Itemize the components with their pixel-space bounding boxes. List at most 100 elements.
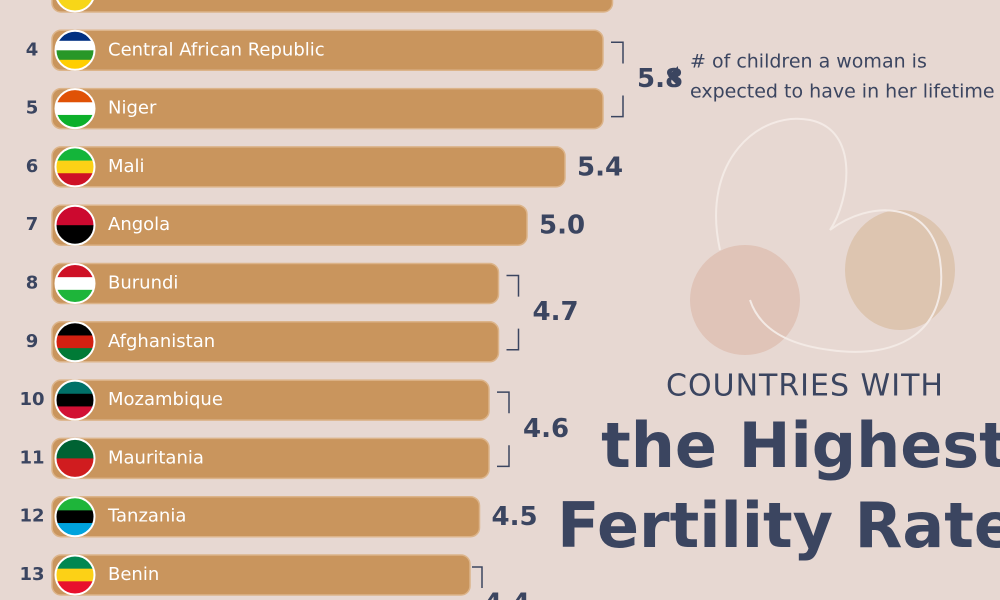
- flag: [56, 322, 94, 361]
- bar: [51, 0, 614, 13]
- flag-stripe: [56, 568, 94, 582]
- flag-stripe: [56, 89, 94, 103]
- flag-stripe: [56, 406, 94, 420]
- title-line: the Highest: [601, 409, 1000, 482]
- flag-stripe: [56, 264, 94, 278]
- rank: 4: [26, 39, 39, 60]
- category-label: Benin: [108, 564, 159, 585]
- flag-ring: [56, 0, 94, 13]
- flag: [56, 0, 94, 11]
- flag-stripe: [56, 173, 94, 186]
- illustration: [690, 117, 955, 355]
- flag: [56, 147, 94, 186]
- flag: [56, 206, 94, 245]
- flag: [56, 89, 94, 128]
- bracket: [472, 566, 483, 588]
- bracket: [497, 391, 510, 468]
- flag-stripe: [56, 581, 94, 594]
- flag-stripe: [56, 277, 94, 291]
- bar: [51, 379, 490, 421]
- bar: [51, 262, 500, 305]
- flag-stripe: [56, 160, 94, 174]
- flag-ring: [54, 321, 96, 363]
- flag-stripe: [56, 322, 94, 336]
- rank: 11: [19, 447, 44, 468]
- rank: 7: [26, 214, 39, 235]
- flag: [56, 381, 94, 420]
- flag-stripe: [56, 381, 94, 395]
- annotation-line: expected to have in her lifetime: [690, 81, 995, 103]
- bar: [51, 204, 528, 246]
- category-label: Burundi: [108, 273, 178, 294]
- category-label: Afghanistan: [108, 331, 215, 352]
- flag: [56, 31, 94, 70]
- flag-ring: [54, 204, 96, 246]
- category-label: Angola: [108, 214, 170, 235]
- flag-stripe: [56, 225, 94, 245]
- title-line: Fertility Rates: [557, 489, 1000, 562]
- rank: 8: [26, 273, 39, 294]
- flag-stripe: [56, 59, 94, 70]
- flag-ring: [54, 554, 96, 596]
- flag: [56, 556, 94, 594]
- outline: [715, 117, 943, 353]
- rank: 5: [26, 98, 39, 119]
- bar: [51, 87, 604, 130]
- flag-stripe: [56, 114, 94, 128]
- flag-ring: [54, 379, 96, 421]
- value-label: 4.6: [523, 414, 569, 444]
- flag-stripe: [56, 523, 94, 536]
- flag-stripe: [56, 348, 94, 361]
- rank: 10: [19, 389, 44, 410]
- flag-stripe: [56, 40, 94, 51]
- category-label: Niger: [108, 98, 157, 119]
- flag-stripe: [56, 439, 94, 459]
- flag-stripe: [56, 556, 94, 570]
- flag-ring: [54, 29, 96, 71]
- bracket: [611, 41, 624, 118]
- flag-stripe: [56, 147, 94, 162]
- rank: 9: [26, 331, 39, 352]
- bar: [51, 437, 490, 480]
- flag-stripe: [56, 206, 94, 226]
- category-label: Mozambique: [108, 389, 223, 410]
- flag: [56, 439, 94, 478]
- category-label: Tanzania: [107, 506, 186, 527]
- flag-stripe: [56, 497, 94, 511]
- rank: 6: [26, 156, 39, 177]
- value-label: 5.8: [637, 64, 683, 94]
- category-label: Central African Republic: [108, 39, 325, 60]
- annotation-line: # of children a woman is: [690, 51, 927, 73]
- flag-stripe: [56, 335, 94, 349]
- flag-ring: [54, 496, 96, 538]
- value-label: 5.4: [577, 152, 623, 182]
- flag-ring: [54, 437, 96, 479]
- flag: [56, 264, 94, 303]
- category-label: Mali: [108, 156, 145, 177]
- bracket: [506, 274, 520, 351]
- bar: [51, 554, 471, 596]
- flag-stripe: [56, 458, 94, 478]
- blob: [690, 245, 800, 355]
- category-label: Mauritania: [108, 447, 204, 468]
- flag-stripe: [56, 31, 94, 42]
- value-label: 4.4: [484, 589, 530, 600]
- flag-stripe: [56, 510, 94, 524]
- flag-ring: [54, 146, 96, 188]
- bar: [51, 321, 500, 363]
- flag: [56, 497, 94, 536]
- pointer: [668, 66, 678, 86]
- rank: 13: [19, 564, 44, 585]
- flag-stripe: [56, 289, 94, 303]
- flag-stripe: [56, 393, 94, 407]
- rank: 12: [19, 506, 44, 527]
- bar: [51, 146, 566, 188]
- flag-stripe: [56, 102, 94, 116]
- flag-stripe: [56, 0, 94, 11]
- value-label: 5.0: [539, 211, 585, 241]
- flag-stripe: [56, 50, 94, 61]
- bar: [51, 29, 604, 72]
- bar: [51, 495, 481, 538]
- kicker: COUNTRIES WITH: [666, 369, 944, 404]
